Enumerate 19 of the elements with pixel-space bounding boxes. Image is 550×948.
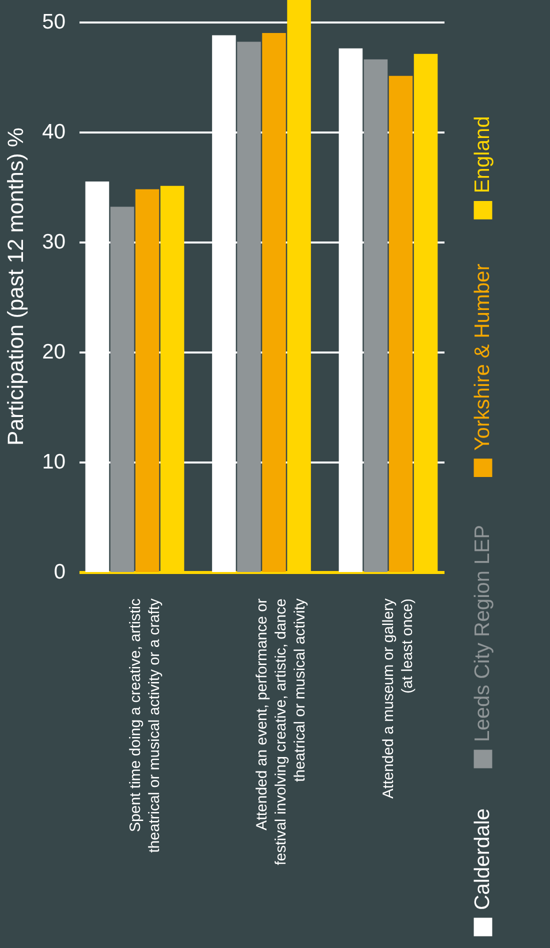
text: England — [471, 116, 494, 194]
y-tick-label: 10 — [42, 450, 66, 474]
bar — [110, 206, 134, 572]
y-tick-label: 50 — [42, 10, 66, 34]
y-tick-label: 40 — [42, 120, 66, 144]
y-tick-label: 30 — [42, 230, 66, 254]
bar — [262, 33, 286, 572]
y-axis-title: Participation (past 12 months) % — [3, 128, 28, 446]
x-tick-label: Spent time doing a creative, artistic theatrical or musical activity or a crafty — [126, 598, 163, 853]
bar — [388, 76, 413, 572]
x-tick-label: Attended a museum or gallery (at least once) — [380, 598, 416, 799]
text: Calderdale — [471, 808, 494, 910]
text: Yorkshire & Humber — [471, 264, 494, 451]
bar — [364, 59, 388, 572]
bar — [237, 42, 261, 572]
text: Leeds City Region LEP — [471, 524, 494, 742]
bar — [135, 189, 160, 572]
y-tick-label: 0 — [54, 560, 66, 584]
y-tick-label: 20 — [42, 340, 66, 364]
